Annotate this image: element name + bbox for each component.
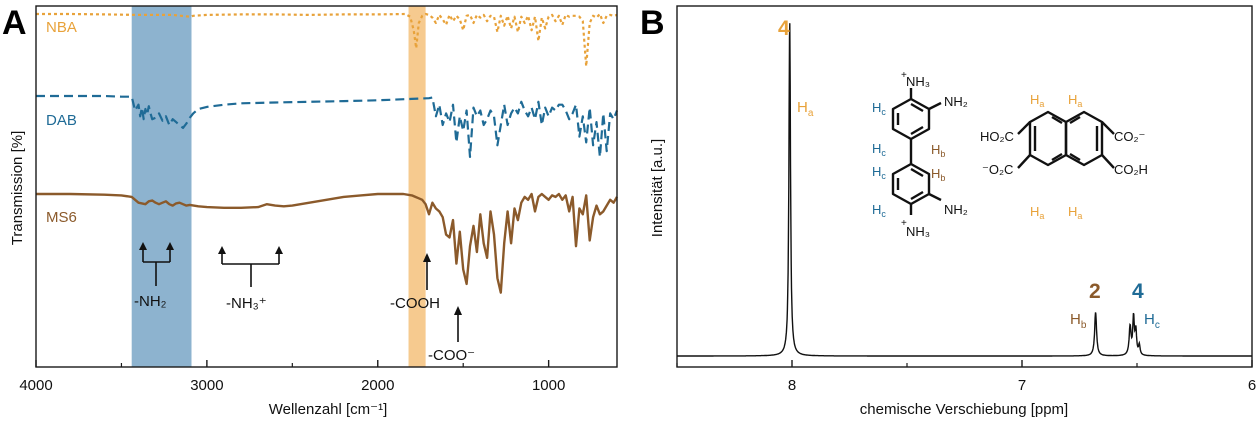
ir-line-ms6 — [36, 192, 619, 294]
nh3-annotation: -NH₃⁺ — [226, 295, 267, 312]
dab-hb-2: Hb — [931, 166, 945, 183]
x-tick-label: 2000 — [361, 377, 394, 394]
nba-labels: HO₂C CO₂⁻ ⁻O₂C CO₂H Ha Ha Ha Ha — [980, 92, 1148, 221]
ir-series-lines — [36, 12, 619, 294]
dab-nh2-bottom: NH₂ — [944, 202, 968, 217]
dab-plus-bottom: + — [901, 218, 907, 229]
cooh-arrow — [423, 253, 431, 290]
panel-a-frame — [35, 5, 618, 368]
x-tick-label: 4000 — [19, 377, 52, 394]
panel-b-label: B — [640, 4, 665, 42]
peak-proton-hb: Hb — [1070, 311, 1087, 331]
dab-plus-top: + — [901, 70, 907, 81]
series-label-nba: NBA — [46, 19, 77, 36]
dab-nh3-top: NH₃ — [906, 74, 930, 89]
panel-a-x-axis-label: Wellenzahl [cm⁻¹] — [269, 401, 388, 418]
ir-line-dab — [36, 94, 619, 158]
panel-a-x-ticks: 4000 3000 2000 1000 — [19, 360, 565, 394]
x-tick-label: 8 — [788, 377, 796, 394]
nh-highlight-band — [131, 6, 192, 367]
x-tick-label: 7 — [1018, 377, 1026, 394]
panel-b-x-axis-label: chemische Verschiebung [ppm] — [860, 401, 1068, 418]
panel-b-nmr-spectrum: B 8 7 6 4 Ha 2 Hb 4 Hc chemische Verschieb… — [640, 4, 1256, 418]
nba-ha-3: Ha — [1030, 204, 1044, 221]
nba-ho2c: HO₂C — [980, 129, 1014, 144]
nba-structure — [1017, 110, 1115, 169]
coo-arrow — [454, 306, 462, 342]
co-highlight-band — [408, 6, 426, 367]
x-tick-label: 6 — [1248, 377, 1256, 394]
dab-nh3-bottom: NH₃ — [906, 224, 930, 239]
nba-ha-1: Ha — [1030, 92, 1044, 109]
dab-hc-3: Hc — [872, 164, 886, 181]
ir-line-nba — [36, 12, 618, 68]
nba-ha-4: Ha — [1068, 204, 1082, 221]
panel-a-y-axis-label: Transmission [%] — [9, 131, 26, 245]
peak-proton-ha: Ha — [797, 99, 814, 119]
peak-integral-hb: 2 — [1089, 280, 1101, 303]
dab-structure — [891, 88, 942, 215]
series-label-ms6: MS6 — [46, 209, 77, 226]
nh2-bracket — [139, 242, 174, 286]
panel-a-label: A — [2, 4, 27, 42]
nmr-spectrum-line — [677, 23, 1252, 357]
nba-ha-2: Ha — [1068, 92, 1082, 109]
nba-co2-minus: CO₂⁻ — [1114, 129, 1145, 144]
panel-b-frame — [676, 5, 1253, 368]
peak-integral-hc: 4 — [1132, 280, 1144, 303]
dab-hb-1: Hb — [931, 142, 945, 159]
peak-proton-hc: Hc — [1144, 311, 1160, 331]
x-tick-label: 1000 — [532, 377, 565, 394]
dab-hc-2: Hc — [872, 141, 886, 158]
panel-b-y-axis-label: Intensität [a.u.] — [649, 139, 666, 237]
panel-a-ir-spectrum: A NBA DAB MS6 -NH₂ -NH₃⁺ — [2, 4, 619, 418]
dab-nh2-top: NH₂ — [944, 94, 968, 109]
nba-co2h: CO₂H — [1114, 162, 1148, 177]
dab-hc-4: Hc — [872, 202, 886, 219]
cooh-annotation: -COOH — [390, 295, 440, 312]
panel-b-x-ticks: 8 7 6 — [676, 360, 1256, 394]
nh3-bracket — [218, 246, 283, 287]
coo-annotation: -COO⁻ — [428, 347, 475, 364]
dab-labels: + NH₃ NH₂ NH₂ + NH₃ Hc Hc Hc Hc Hb Hb — [872, 70, 968, 239]
dab-hc-1: Hc — [872, 100, 886, 117]
nh2-annotation: -NH₂ — [134, 293, 167, 310]
nba-o2c-minus: ⁻O₂C — [982, 162, 1013, 177]
x-tick-label: 3000 — [190, 377, 223, 394]
series-label-dab: DAB — [46, 112, 77, 129]
peak-integral-ha: 4 — [778, 17, 790, 40]
